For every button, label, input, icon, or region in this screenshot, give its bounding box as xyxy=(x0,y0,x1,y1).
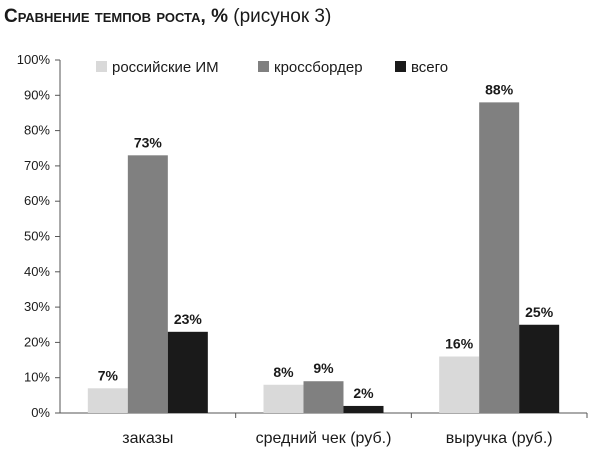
y-tick-label: 0% xyxy=(31,405,50,420)
bar xyxy=(167,331,208,413)
bar xyxy=(519,324,560,413)
data-label: 8% xyxy=(273,364,294,380)
data-label: 9% xyxy=(313,360,334,376)
chart-subtitle: (рисунок 3) xyxy=(233,6,332,27)
y-tick-label: 100% xyxy=(17,52,51,67)
data-label: 2% xyxy=(353,385,374,401)
x-tick-label: заказы xyxy=(122,430,173,447)
x-tick-label: средний чек (руб.) xyxy=(256,430,392,447)
y-tick-label: 70% xyxy=(24,158,50,173)
chart-title-main: Сравнение темпов роста, % xyxy=(4,6,228,27)
y-tick-label: 60% xyxy=(24,193,50,208)
data-label: 7% xyxy=(98,367,119,383)
data-label: 73% xyxy=(134,134,163,150)
legend-label: российские ИМ xyxy=(112,59,219,76)
legend-label: всего xyxy=(411,59,448,76)
data-label: 88% xyxy=(485,81,514,97)
legend-swatch xyxy=(395,61,406,72)
bar xyxy=(303,381,344,413)
y-tick-label: 50% xyxy=(24,229,50,244)
y-tick-label: 10% xyxy=(24,370,50,385)
legend-swatch xyxy=(258,61,269,72)
bar xyxy=(263,384,304,413)
y-tick-label: 40% xyxy=(24,264,50,279)
data-label: 23% xyxy=(174,311,203,327)
chart-title: Сравнение темпов роста, % (рисунок 3) xyxy=(4,6,331,28)
legend-label: кроссбордер xyxy=(274,59,363,76)
y-tick-label: 80% xyxy=(24,123,50,138)
y-tick-label: 90% xyxy=(24,87,50,102)
bar xyxy=(343,405,384,413)
data-label: 25% xyxy=(525,304,554,320)
bar xyxy=(87,388,128,413)
data-label: 16% xyxy=(445,336,474,352)
x-tick-label: выручка (руб.) xyxy=(446,430,553,447)
bar xyxy=(439,356,480,413)
bar xyxy=(127,155,168,413)
y-tick-label: 20% xyxy=(24,334,50,349)
legend-swatch xyxy=(96,61,107,72)
y-tick-label: 30% xyxy=(24,299,50,314)
bar xyxy=(479,102,520,414)
